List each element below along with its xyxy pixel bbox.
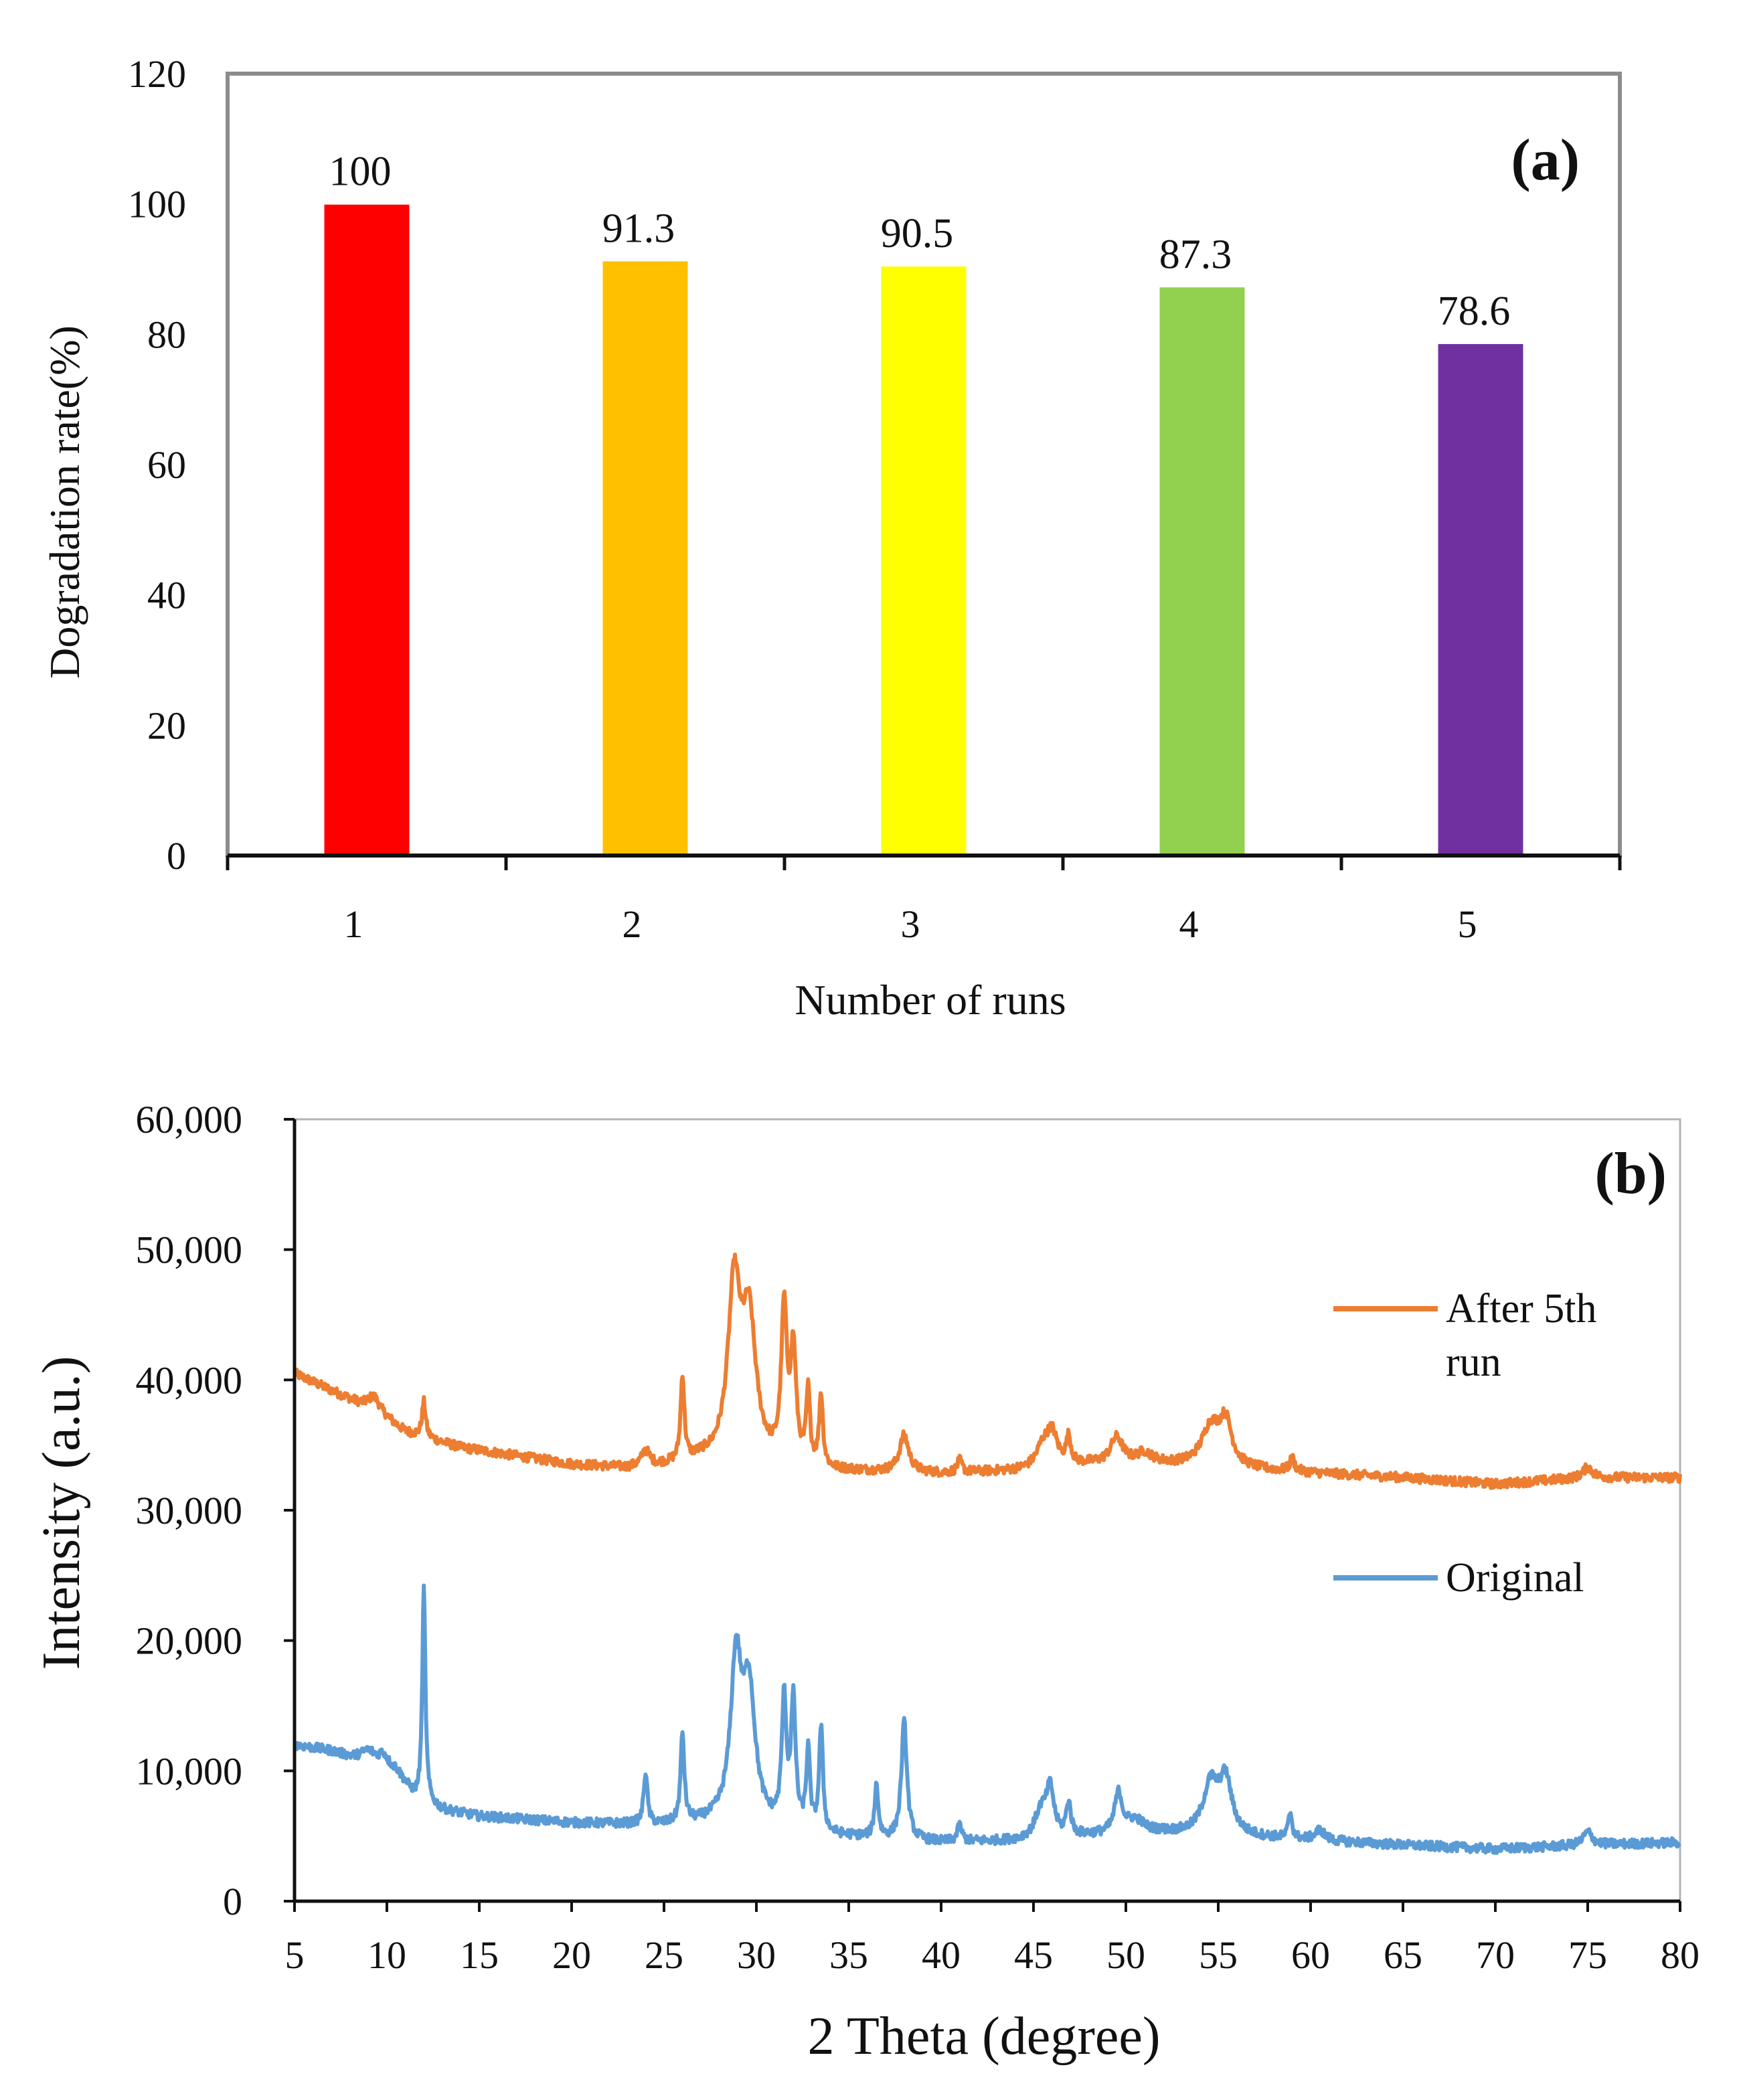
y-tick-label-a: 80 xyxy=(147,313,186,356)
x-tick-label-b: 40 xyxy=(922,1933,961,1977)
bar-run-4 xyxy=(1158,286,1246,856)
y-axis-title-b: Intensity (a.u.) xyxy=(32,1356,91,1670)
xrd-chart-panel-b: 5 10 15 20 25 30 35 40 45 50 55 60 65 70 75 80 0 10,000 2… xyxy=(32,1098,1699,2066)
bar-value-label: 90.5 xyxy=(881,211,954,256)
y-tick-label-a: 60 xyxy=(147,443,186,487)
x-tick-label-a: 4 xyxy=(1179,902,1199,946)
legend-label-original: Original xyxy=(1446,1555,1584,1601)
legend-label-after-5th-run-line1: After 5th xyxy=(1446,1286,1597,1331)
y-tick-label-a: 120 xyxy=(128,52,186,96)
x-tick-label-b: 10 xyxy=(367,1933,406,1977)
legend: After 5th run Original xyxy=(1333,1286,1597,1601)
y-tick-label-b: 0 xyxy=(223,1880,242,1923)
x-axis-title-a: Number of runs xyxy=(795,976,1066,1024)
x-tick-label-b: 45 xyxy=(1014,1933,1053,1977)
bar-value-label: 87.3 xyxy=(1159,232,1232,277)
xrd-series-group xyxy=(293,1253,1682,1855)
x-tick-label-b: 50 xyxy=(1106,1933,1145,1977)
x-tick-label-b: 70 xyxy=(1476,1933,1515,1977)
y-tick-label-a: 100 xyxy=(128,183,186,226)
x-tick-label-a: 5 xyxy=(1458,902,1477,946)
x-tick-label-b: 35 xyxy=(829,1933,868,1977)
y-tick-label-b: 10,000 xyxy=(136,1749,243,1793)
plot-frame-b xyxy=(293,1118,1681,1903)
y-axis-title-a: Dogradation rate(%) xyxy=(41,325,88,679)
panel-tag-b: (b) xyxy=(1594,1141,1667,1206)
x-axis-ticks-a: 1 2 3 4 5 xyxy=(226,856,1622,946)
y-tick-label-b: 40,000 xyxy=(136,1358,243,1402)
x-tick-label-b: 25 xyxy=(645,1933,683,1977)
series-line-original xyxy=(293,1583,1681,1855)
y-tick-label-a: 20 xyxy=(147,704,186,747)
y-tick-label-b: 60,000 xyxy=(136,1098,243,1141)
x-tick-label-b: 60 xyxy=(1291,1933,1330,1977)
bar-value-labels: 100 91.3 90.5 87.3 78.6 xyxy=(329,149,1511,334)
bar-value-label: 78.6 xyxy=(1438,289,1511,334)
x-tick-label-a: 2 xyxy=(623,902,642,946)
x-tick-label-b: 30 xyxy=(737,1933,776,1977)
legend-label-after-5th-run-line2: run xyxy=(1446,1340,1501,1385)
bar-group xyxy=(323,203,1525,856)
y-tick-label-a: 0 xyxy=(167,834,186,878)
x-tick-label-b: 75 xyxy=(1568,1933,1607,1977)
y-tick-label-a: 40 xyxy=(147,574,186,617)
y-tick-label-b: 30,000 xyxy=(136,1489,243,1532)
bar-run-5 xyxy=(1436,342,1525,856)
bar-chart-panel-a: 100 91.3 90.5 87.3 78.6 1 2 3 4 5 0 20 40 60 80 100 12… xyxy=(41,52,1622,1024)
x-tick-label-a: 1 xyxy=(344,902,363,946)
x-tick-label-b: 55 xyxy=(1199,1933,1238,1977)
bar-run-3 xyxy=(880,265,968,856)
bar-run-2 xyxy=(601,260,689,856)
y-axis-ticks-a: 0 20 40 60 80 100 120 xyxy=(128,52,186,878)
legend-item-after-5th-run: After 5th run xyxy=(1333,1286,1597,1385)
x-tick-label-b: 80 xyxy=(1661,1933,1699,1977)
y-tick-label-b: 50,000 xyxy=(136,1228,243,1272)
bar-run-1 xyxy=(323,203,411,856)
y-axis-ticks-b: 0 10,000 20,000 30,000 40,000 50,000 60,000 xyxy=(136,1098,295,1923)
legend-item-original: Original xyxy=(1333,1555,1584,1601)
x-tick-label-b: 20 xyxy=(552,1933,591,1977)
x-tick-label-a: 3 xyxy=(901,902,920,946)
bar-value-label: 100 xyxy=(329,149,392,195)
y-tick-label-b: 20,000 xyxy=(136,1619,243,1663)
bar-value-label: 91.3 xyxy=(602,206,675,251)
x-tick-label-b: 5 xyxy=(285,1933,305,1977)
panel-tag-a: (a) xyxy=(1511,128,1580,193)
x-tick-label-b: 15 xyxy=(460,1933,499,1977)
x-tick-label-b: 65 xyxy=(1384,1933,1422,1977)
series-line-after-5th-run xyxy=(293,1253,1682,1490)
x-axis-title-b: 2 Theta (degree) xyxy=(807,2007,1160,2066)
x-axis-ticks-b: 5 10 15 20 25 30 35 40 45 50 55 60 65 70 75 80 xyxy=(285,1901,1699,1977)
